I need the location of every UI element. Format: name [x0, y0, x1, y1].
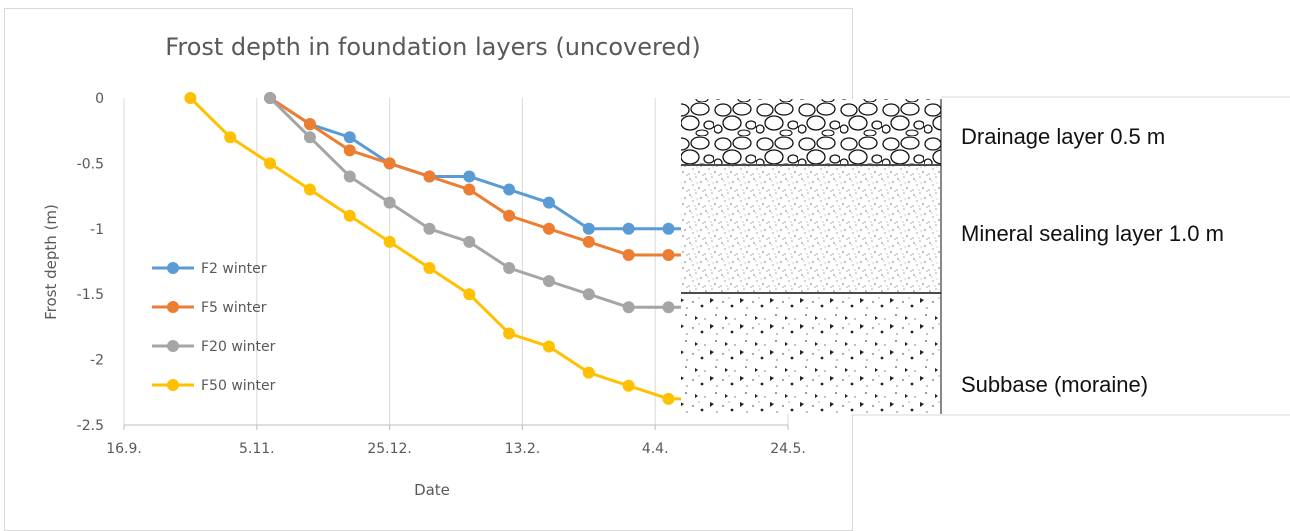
legend-label: F5 winter	[201, 300, 267, 316]
y-axis-title: Frost depth (m)	[42, 204, 60, 320]
data-point	[463, 235, 476, 248]
data-point	[622, 248, 635, 261]
data-point	[463, 183, 476, 196]
chart-title: Frost depth in foundation layers (uncove…	[165, 33, 700, 61]
data-point	[303, 118, 316, 131]
y-tick-label: -0.5	[77, 156, 104, 172]
data-point	[622, 301, 635, 314]
legend-item: F5 winter	[152, 300, 267, 316]
series-f2-winter	[264, 92, 715, 235]
data-point	[343, 170, 356, 183]
legend-marker	[167, 301, 179, 313]
data-point	[383, 235, 396, 248]
x-tick-label: 16.9.	[106, 441, 142, 457]
data-point	[542, 222, 555, 235]
data-point	[224, 131, 237, 144]
data-point	[463, 170, 476, 183]
data-point	[303, 183, 316, 196]
series-f50-winter	[184, 92, 715, 405]
y-tick-label: 0	[95, 91, 104, 107]
data-point	[264, 157, 277, 170]
layer-label-subbase: Subbase (moraine)	[961, 372, 1148, 397]
legend-label: F2 winter	[201, 261, 267, 277]
legend-item: F2 winter	[152, 261, 267, 277]
data-point	[503, 209, 516, 222]
y-tick-label: -2	[90, 353, 104, 369]
data-point	[662, 301, 675, 314]
legend-label: F50 winter	[201, 378, 276, 394]
data-point	[662, 248, 675, 261]
legend-marker	[167, 379, 179, 391]
series-line	[269, 96, 709, 309]
legend-label: F20 winter	[201, 339, 276, 355]
data-point	[582, 235, 595, 248]
data-point	[542, 275, 555, 288]
x-tick-label: 24.5.	[770, 441, 806, 457]
y-tick-label: -1.5	[77, 287, 104, 303]
data-point	[503, 327, 516, 340]
subbase-layer-pattern	[681, 294, 941, 414]
y-tick-label: -1	[90, 222, 104, 238]
series-layer	[184, 92, 715, 405]
data-point	[662, 222, 675, 235]
y-tick-label: -2.5	[77, 418, 104, 434]
legend-item: F50 winter	[152, 378, 276, 394]
series-line	[189, 96, 709, 401]
data-point	[383, 196, 396, 209]
x-axis-ticks: 16.9. 5.11. 25.12. 13.2. 4.4. 24.5.	[106, 441, 806, 457]
soil-profile: Drainage layer 0.5 m Mineral sealing lay…	[681, 96, 1290, 416]
series-f5-winter	[264, 92, 715, 261]
data-point	[423, 262, 436, 275]
data-point	[264, 92, 277, 104]
data-point	[343, 131, 356, 144]
legend: F2 winter F5 winter F20 winter F50 winter	[152, 261, 276, 394]
data-point	[582, 288, 595, 301]
data-point	[463, 288, 476, 301]
drainage-layer-pattern	[681, 99, 941, 164]
data-point	[622, 222, 635, 235]
data-point	[423, 222, 436, 235]
data-point	[343, 209, 356, 222]
x-tick-label: 25.12.	[367, 441, 412, 457]
data-point	[542, 196, 555, 209]
data-point	[383, 157, 396, 170]
layer-label-sealing: Mineral sealing layer 1.0 m	[961, 221, 1224, 246]
x-tick-label: 13.2.	[505, 441, 541, 457]
data-point	[622, 379, 635, 392]
data-point	[582, 222, 595, 235]
data-point	[503, 262, 516, 275]
series-line	[269, 96, 709, 231]
data-point	[343, 144, 356, 157]
data-point	[542, 340, 555, 353]
series-line	[269, 96, 709, 257]
x-tick-label: 4.4.	[642, 441, 669, 457]
x-axis-title: Date	[414, 481, 450, 499]
data-point	[662, 392, 675, 405]
y-axis-ticks: 0 -0.5 -1 -1.5 -2 -2.5	[77, 91, 104, 434]
data-point	[423, 170, 436, 183]
x-tick-label: 5.11.	[239, 441, 275, 457]
data-point	[503, 183, 516, 196]
data-point	[184, 92, 197, 104]
legend-marker	[167, 340, 179, 352]
legend-marker	[167, 262, 179, 274]
data-point	[303, 131, 316, 144]
data-point	[582, 366, 595, 379]
sealing-layer-pattern	[681, 166, 941, 292]
layer-label-drainage: Drainage layer 0.5 m	[961, 124, 1165, 149]
legend-item: F20 winter	[152, 339, 276, 355]
